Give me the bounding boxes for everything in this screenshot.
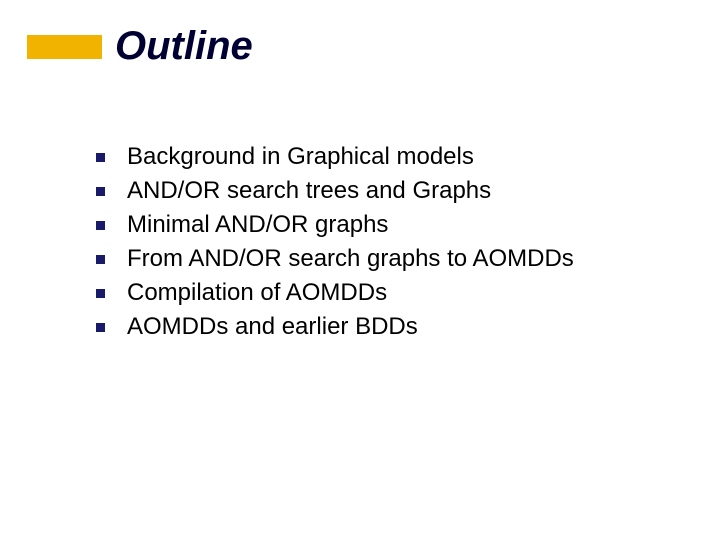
bullet-square-icon [96,289,105,298]
bullet-square-icon [96,221,105,230]
bullet-square-icon [96,153,105,162]
list-item: From AND/OR search graphs to AOMDDs [96,242,574,276]
bullet-text: Minimal AND/OR graphs [127,208,574,242]
list-item: Background in Graphical models [96,140,574,174]
list-item: AND/OR search trees and Graphs [96,174,574,208]
outline-bullet-list: Background in Graphical models AND/OR se… [96,140,574,344]
bullet-text: Background in Graphical models [127,140,574,174]
list-item: Minimal AND/OR graphs [96,208,574,242]
bullet-square-icon [96,187,105,196]
title-accent-block [27,35,102,59]
bullet-square-icon [96,323,105,332]
bullet-text: From AND/OR search graphs to AOMDDs [127,242,574,276]
bullet-text: AOMDDs and earlier BDDs [127,310,574,344]
bullet-text: AND/OR search trees and Graphs [127,174,574,208]
list-item: Compilation of AOMDDs [96,276,574,310]
slide-title: Outline [115,24,253,69]
bullet-text: Compilation of AOMDDs [127,276,574,310]
list-item: AOMDDs and earlier BDDs [96,310,574,344]
bullet-square-icon [96,255,105,264]
